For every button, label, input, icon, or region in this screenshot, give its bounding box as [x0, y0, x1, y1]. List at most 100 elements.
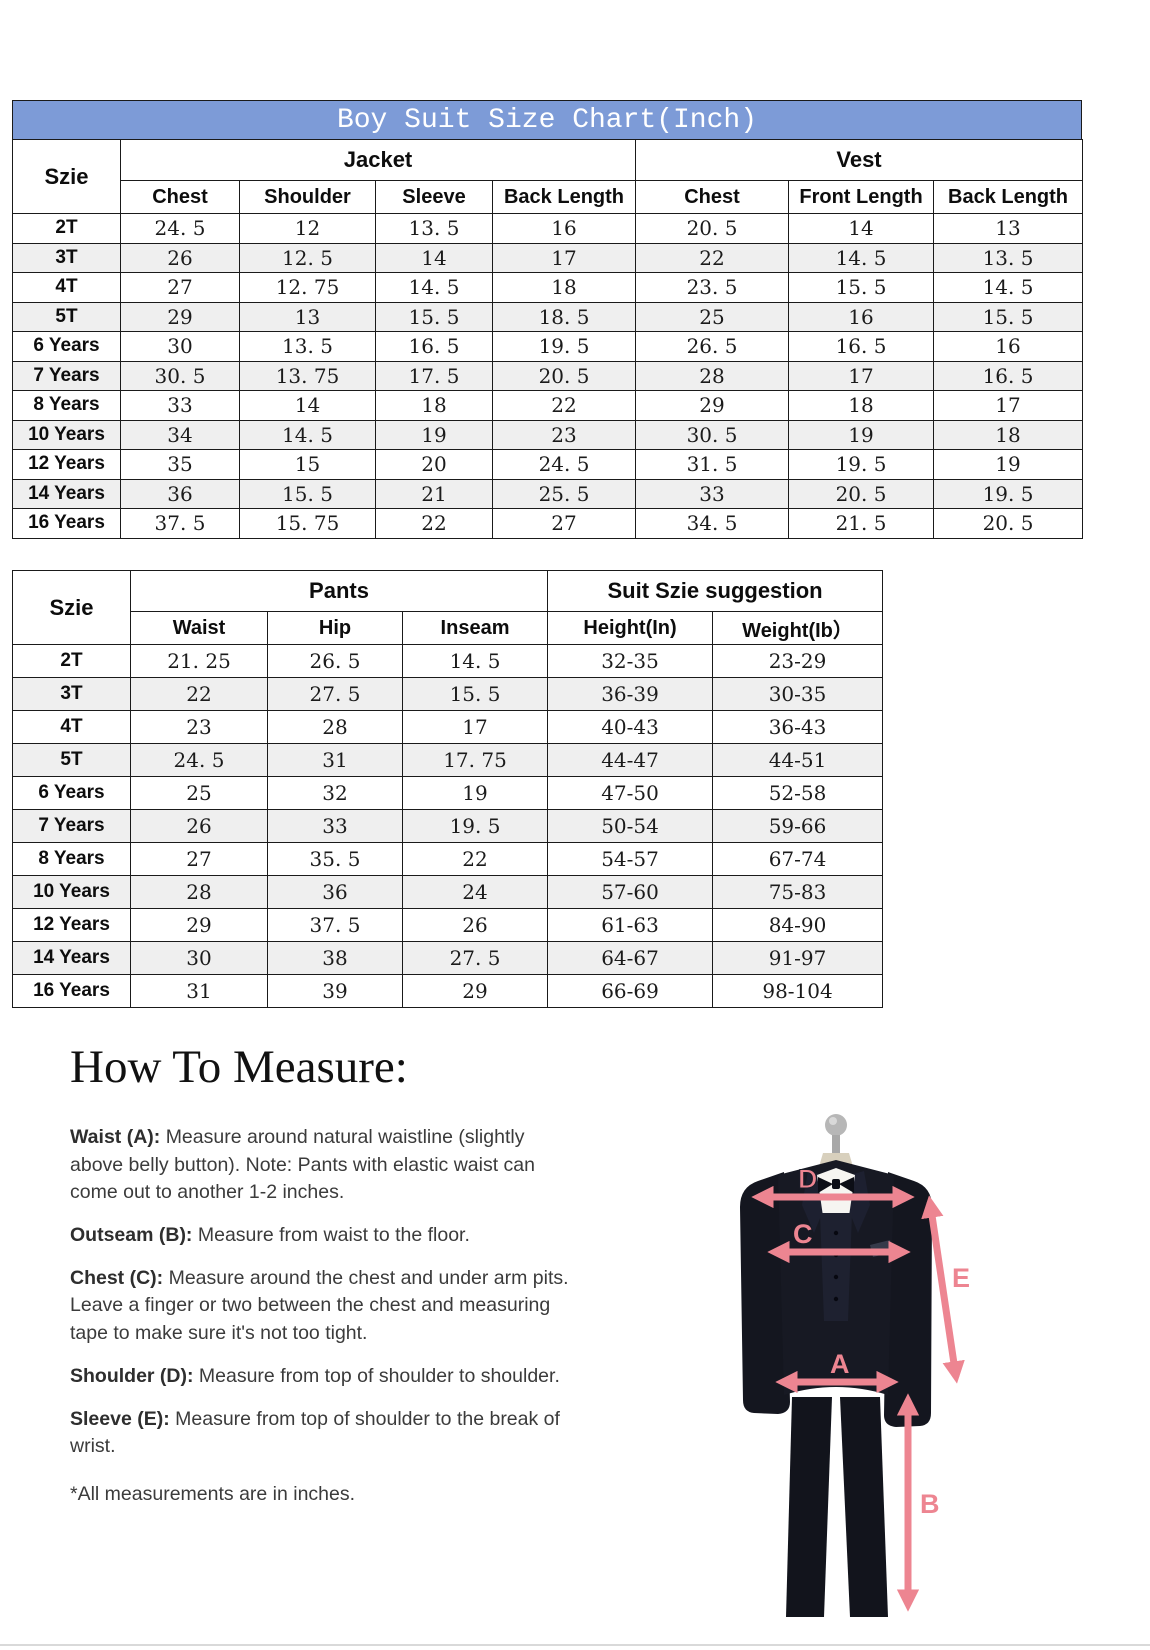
- measure-text: Measure from top of shoulder to shoulder…: [198, 1364, 560, 1387]
- label-a: A: [830, 1349, 850, 1379]
- mannequin-knob-icon: [825, 1114, 847, 1136]
- pants-right-leg: [840, 1397, 888, 1617]
- mannequin-knob-highlight: [829, 1117, 837, 1125]
- value-cell: 67-74: [712, 842, 884, 876]
- value-cell: 19: [788, 419, 935, 450]
- size-cell: 6 Years: [12, 776, 131, 810]
- size-cell: 12 Years: [12, 449, 121, 480]
- size-cell: 12 Years: [12, 908, 131, 942]
- value-cell: 91-97: [712, 941, 884, 975]
- value-cell: 23-29: [712, 644, 884, 678]
- pants-suggestion-table-section: Szie Pants Suit Szie suggestion Waist Hi…: [12, 570, 884, 1008]
- size-cell: 10 Years: [12, 875, 131, 909]
- value-cell: 27: [491, 508, 637, 539]
- jacket-vest-table-section: Boy Suit Size Chart(Inch) Szie Jacket Ve…: [12, 100, 1084, 539]
- table-row: 8 Years 27 35. 5 22 54-57 67-74: [12, 842, 884, 876]
- value-cell: 14: [375, 242, 493, 273]
- value-cell: 22: [401, 842, 549, 876]
- measure-text: Measure around the chest and under arm p…: [70, 1266, 569, 1345]
- size-cell: 3T: [12, 242, 121, 273]
- value-cell: 30: [120, 331, 240, 362]
- table-row: 10 Years 34 14. 5 19 23 30. 5 19 18: [12, 419, 1084, 450]
- value-cell: 19. 5: [788, 449, 935, 480]
- value-cell: 61-63: [547, 908, 714, 942]
- label-d: D: [798, 1164, 818, 1194]
- value-cell: 28: [267, 710, 403, 744]
- size-cell: 4T: [12, 272, 121, 303]
- size-cell: 5T: [12, 743, 131, 777]
- value-cell: 13. 5: [933, 242, 1084, 273]
- table-row: 12 Years 35 15 20 24. 5 31. 5 19. 5 19: [12, 449, 1084, 480]
- chart-title-bar: Boy Suit Size Chart(Inch): [12, 100, 1082, 139]
- value-cell: 40-43: [547, 710, 714, 744]
- value-cell: 23: [130, 710, 268, 744]
- table-row: 3T 22 27. 5 15. 5 36-39 30-35: [12, 677, 884, 711]
- value-cell: 12. 75: [239, 272, 376, 303]
- value-cell: 44-51: [712, 743, 884, 777]
- value-cell: 98-104: [712, 974, 884, 1008]
- value-cell: 18: [491, 272, 637, 303]
- measure-label: Outseam (B):: [70, 1224, 193, 1247]
- measurements-footnote: *All measurements are in inches.: [70, 1482, 356, 1505]
- column-header: Inseam: [401, 611, 549, 645]
- jacket-group-header: Jacket: [119, 139, 637, 181]
- value-cell: 17: [788, 360, 935, 391]
- size-cell: 3T: [12, 677, 131, 711]
- value-cell: 15. 5: [401, 677, 549, 711]
- label-e: E: [952, 1263, 970, 1293]
- size-cell: 5T: [12, 301, 121, 332]
- value-cell: 30. 5: [635, 419, 790, 450]
- value-cell: 32: [267, 776, 403, 810]
- value-cell: 17: [933, 390, 1084, 421]
- value-cell: 54-57: [547, 842, 714, 876]
- value-cell: 22: [130, 677, 268, 711]
- column-header: Front Length: [788, 180, 935, 214]
- table-row: 7 Years 26 33 19. 5 50-54 59-66: [12, 809, 884, 843]
- value-cell: 13. 75: [239, 360, 376, 391]
- jacket-left-sleeve: [740, 1172, 790, 1414]
- value-cell: 16. 5: [933, 360, 1084, 391]
- size-cell: 2T: [12, 213, 121, 244]
- column-header: Weight(Ib）: [712, 611, 884, 645]
- value-cell: 18: [933, 419, 1084, 450]
- value-cell: 13. 5: [239, 331, 376, 362]
- size-cell: 16 Years: [12, 508, 121, 539]
- value-cell: 29: [401, 974, 549, 1008]
- measure-text: Measure around natural waistline (slight…: [70, 1126, 535, 1204]
- value-cell: 24. 5: [120, 213, 240, 244]
- value-cell: 75-83: [712, 875, 884, 909]
- value-cell: 18: [375, 390, 493, 421]
- value-cell: 20. 5: [933, 508, 1084, 539]
- column-header: Back Length: [491, 180, 637, 214]
- how-to-measure-section: How To Measure: Waist (A): Measure aroun…: [70, 1040, 570, 1506]
- value-cell: 66-69: [547, 974, 714, 1008]
- value-cell: 15. 5: [788, 272, 935, 303]
- value-cell: 20. 5: [635, 213, 790, 244]
- how-to-measure-title: How To Measure:: [70, 1041, 408, 1093]
- size-cell: 16 Years: [12, 974, 131, 1008]
- table-row: 4T 27 12. 75 14. 5 18 23. 5 15. 5 14. 5: [12, 272, 1084, 303]
- value-cell: 20. 5: [491, 360, 637, 391]
- value-cell: 19: [375, 419, 493, 450]
- value-cell: 44-47: [547, 743, 714, 777]
- value-cell: 13. 5: [375, 213, 493, 244]
- value-cell: 34. 5: [635, 508, 790, 539]
- value-cell: 14. 5: [788, 242, 935, 273]
- pants-group-header: Pants: [129, 570, 549, 612]
- column-header: Sleeve: [375, 180, 493, 214]
- value-cell: 19. 5: [401, 809, 549, 843]
- value-cell: 29: [130, 908, 268, 942]
- value-cell: 14. 5: [933, 272, 1084, 303]
- table-row: 16 Years 31 39 29 66-69 98-104: [12, 974, 884, 1008]
- value-cell: 18. 5: [491, 301, 637, 332]
- value-cell: 13: [239, 301, 376, 332]
- value-cell: 47-50: [547, 776, 714, 810]
- jacket-right-sleeve: [884, 1172, 932, 1427]
- value-cell: 22: [491, 390, 637, 421]
- value-cell: 16: [788, 301, 935, 332]
- size-cell: 4T: [12, 710, 131, 744]
- value-cell: 30-35: [712, 677, 884, 711]
- value-cell: 24. 5: [130, 743, 268, 777]
- value-cell: 15. 5: [933, 301, 1084, 332]
- vest-front: [820, 1213, 852, 1321]
